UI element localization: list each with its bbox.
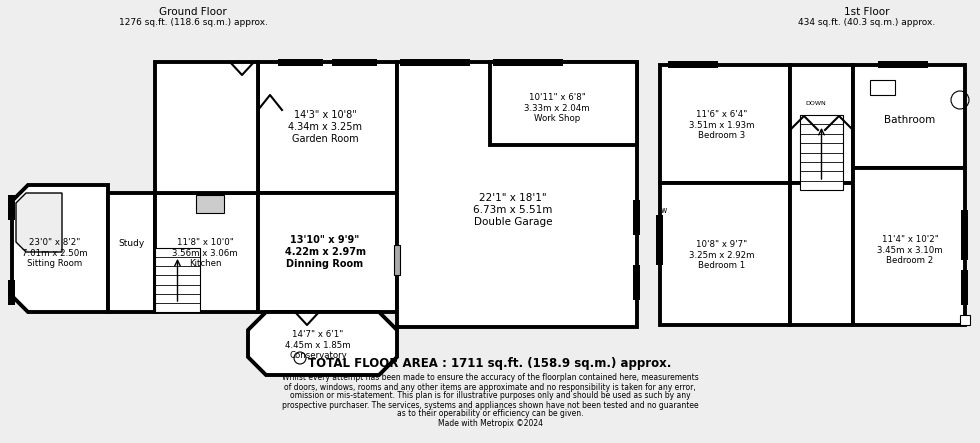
Text: Made with Metropix ©2024: Made with Metropix ©2024: [437, 419, 543, 427]
Text: 10'8" x 9'7"
3.25m x 2.92m
Bedroom 1: 10'8" x 9'7" 3.25m x 2.92m Bedroom 1: [689, 240, 755, 270]
Text: 11'4" x 10'2"
3.45m x 3.10m
Bedroom 2: 11'4" x 10'2" 3.45m x 3.10m Bedroom 2: [877, 235, 943, 265]
Bar: [853, 168, 965, 325]
Bar: [656, 215, 663, 265]
Bar: [493, 59, 563, 66]
Bar: [660, 183, 790, 325]
Bar: [633, 265, 640, 300]
Bar: [155, 248, 200, 312]
Text: Ground Floor: Ground Floor: [159, 7, 227, 17]
Text: omission or mis-statement. This plan is for illustrative purposes only and shoul: omission or mis-statement. This plan is …: [290, 392, 690, 400]
Bar: [394, 245, 400, 275]
Bar: [8, 195, 15, 220]
Bar: [668, 61, 718, 68]
Text: 14'3" x 10'8"
4.34m x 3.25m
Garden Room: 14'3" x 10'8" 4.34m x 3.25m Garden Room: [288, 110, 362, 144]
Text: 13'10" x 9'9"
4.22m x 2.97m
Dinning Room: 13'10" x 9'9" 4.22m x 2.97m Dinning Room: [284, 235, 366, 268]
Bar: [660, 65, 790, 183]
Text: 14'7" x 6'1"
4.45m x 1.85m
Conservatory: 14'7" x 6'1" 4.45m x 1.85m Conservatory: [285, 330, 351, 360]
Text: TOTAL FLOOR AREA : 1711 sq.ft. (158.9 sq.m.) approx.: TOTAL FLOOR AREA : 1711 sq.ft. (158.9 sq…: [309, 357, 671, 369]
Text: 22'1" x 18'1"
6.73m x 5.51m
Double Garage: 22'1" x 18'1" 6.73m x 5.51m Double Garag…: [473, 194, 553, 227]
Text: 11'8" x 10'0"
3.56m x 3.06m
Kitchen: 11'8" x 10'0" 3.56m x 3.06m Kitchen: [172, 238, 238, 268]
Text: 1st Floor: 1st Floor: [844, 7, 890, 17]
Text: Study: Study: [118, 238, 144, 248]
Text: 434 sq.ft. (40.3 sq.m.) approx.: 434 sq.ft. (40.3 sq.m.) approx.: [799, 18, 936, 27]
Polygon shape: [248, 312, 397, 375]
Text: 11'6" x 6'4"
3.51m x 1.93m
Bedroom 3: 11'6" x 6'4" 3.51m x 1.93m Bedroom 3: [689, 110, 755, 140]
Text: Bathroom: Bathroom: [884, 115, 936, 125]
Bar: [800, 115, 843, 190]
Bar: [278, 59, 323, 66]
Bar: [8, 280, 15, 305]
Bar: [790, 65, 853, 183]
Text: 23'0" x 8'2"
7.01m x 2.50m
Sitting Room: 23'0" x 8'2" 7.01m x 2.50m Sitting Room: [23, 238, 88, 268]
Text: as to their operability or efficiency can be given.: as to their operability or efficiency ca…: [397, 409, 583, 419]
Bar: [196, 195, 224, 213]
Polygon shape: [16, 193, 62, 252]
Text: prospective purchaser. The services, systems and appliances shown have not been : prospective purchaser. The services, sys…: [281, 400, 699, 409]
Bar: [155, 193, 258, 312]
Bar: [397, 62, 637, 327]
Bar: [490, 62, 637, 145]
Text: w: w: [661, 206, 667, 214]
Bar: [870, 80, 895, 95]
Bar: [400, 59, 470, 66]
Polygon shape: [12, 185, 108, 312]
Text: Whilst every attempt has been made to ensure the accuracy of the floorplan conta: Whilst every attempt has been made to en…: [281, 373, 699, 382]
Bar: [878, 61, 928, 68]
Text: 1276 sq.ft. (118.6 sq.m.) approx.: 1276 sq.ft. (118.6 sq.m.) approx.: [119, 18, 268, 27]
Bar: [633, 200, 640, 235]
Bar: [258, 193, 397, 312]
Bar: [790, 183, 853, 325]
Bar: [853, 65, 965, 168]
Bar: [108, 193, 155, 312]
Polygon shape: [258, 62, 397, 193]
Text: of doors, windows, rooms and any other items are approximate and no responsibili: of doors, windows, rooms and any other i…: [284, 382, 696, 392]
Text: 10'11" x 6'8"
3.33m x 2.04m
Work Shop: 10'11" x 6'8" 3.33m x 2.04m Work Shop: [524, 93, 590, 123]
Bar: [961, 270, 968, 305]
Bar: [155, 62, 258, 193]
Bar: [960, 315, 970, 325]
Bar: [332, 59, 377, 66]
Bar: [961, 210, 968, 260]
Text: DOWN: DOWN: [806, 101, 826, 105]
